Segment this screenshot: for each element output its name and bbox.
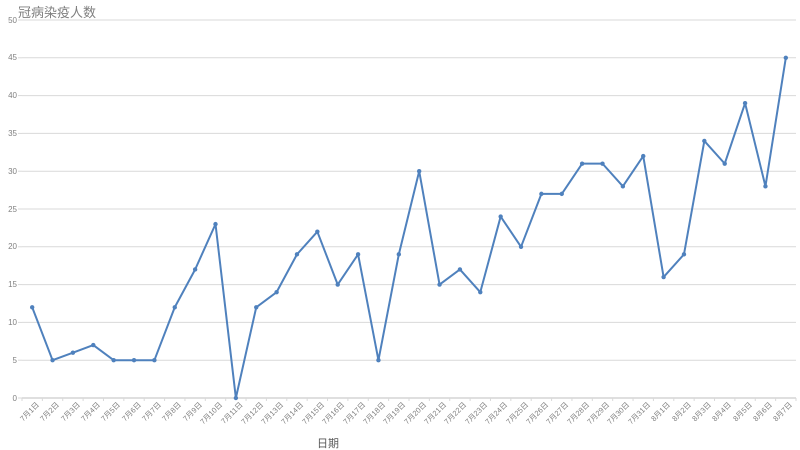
y-tick-label: 35 xyxy=(8,128,17,138)
data-point-marker xyxy=(702,138,707,144)
data-point-marker xyxy=(131,358,137,363)
y-tick-label: 45 xyxy=(8,53,17,63)
data-point-marker xyxy=(742,100,748,106)
data-point-marker xyxy=(518,244,524,249)
data-point-marker xyxy=(559,191,564,197)
data-point-marker xyxy=(661,274,666,280)
data-point-marker xyxy=(763,184,768,189)
data-line-series xyxy=(31,56,787,399)
data-point-marker xyxy=(416,169,422,174)
data-point-marker xyxy=(498,214,503,219)
data-point-marker xyxy=(29,305,35,310)
y-tick-label: 30 xyxy=(8,166,17,176)
data-point-marker xyxy=(315,229,320,234)
data-point-marker xyxy=(91,342,96,348)
data-point-marker xyxy=(70,350,76,355)
data-point-marker xyxy=(233,395,239,401)
data-point-marker xyxy=(539,191,544,197)
data-point-marker xyxy=(50,358,55,363)
data-point-marker xyxy=(294,252,300,257)
data-point-marker xyxy=(783,55,789,60)
data-point-marker xyxy=(254,305,259,310)
data-point-marker xyxy=(355,252,361,257)
data-point-marker xyxy=(641,153,646,159)
chart-title: 冠病染疫人数 xyxy=(18,5,97,20)
x-axis-title: 日期 xyxy=(317,438,339,450)
data-point-marker xyxy=(457,267,463,272)
data-point-marker xyxy=(722,161,727,166)
data-point-marker xyxy=(681,252,687,257)
data-point-marker xyxy=(478,289,483,295)
y-tick-label: 50 xyxy=(8,15,17,25)
y-tick-label: 0 xyxy=(12,393,17,403)
data-point-marker xyxy=(376,358,381,363)
data-point-marker xyxy=(620,184,626,189)
data-point-marker xyxy=(192,267,198,272)
data-point-marker xyxy=(213,221,218,227)
data-point-marker xyxy=(111,358,116,363)
data-point-marker xyxy=(335,282,340,287)
y-tick-label: 10 xyxy=(8,317,17,327)
y-tick-label: 25 xyxy=(8,204,17,214)
data-point-marker xyxy=(152,358,157,363)
data-point-marker xyxy=(437,282,442,287)
y-tick-label: 5 xyxy=(12,355,17,365)
data-point-marker xyxy=(172,305,177,310)
data-point-marker xyxy=(396,252,402,257)
data-point-marker xyxy=(600,161,605,166)
data-point-marker xyxy=(274,289,279,295)
y-tick-label: 20 xyxy=(8,242,17,252)
y-tick-label: 40 xyxy=(8,91,17,101)
data-point-marker xyxy=(579,161,585,166)
y-tick-label: 15 xyxy=(8,280,17,290)
